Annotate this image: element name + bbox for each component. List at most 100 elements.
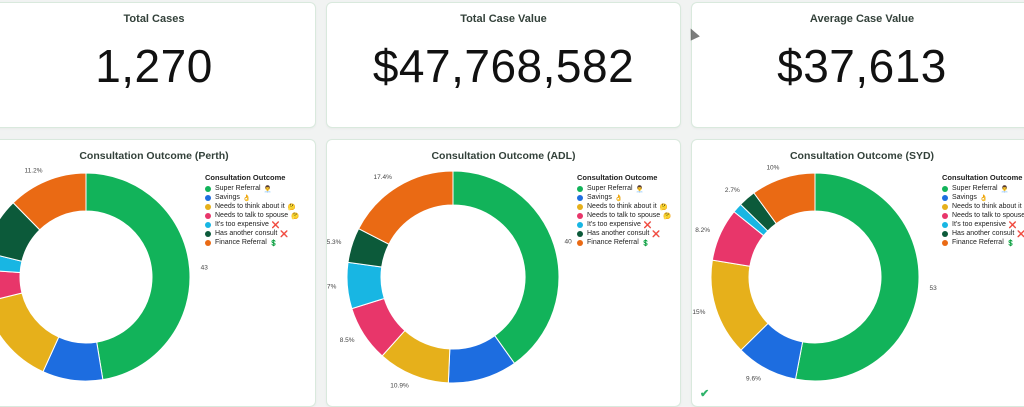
legend-item-needs-to-talk-to-spouse[interactable]: Needs to talk to spouse🤔 (577, 211, 671, 220)
legend-swatch (205, 212, 211, 219)
chart-title: Consultation Outcome (Perth) (79, 150, 229, 162)
legend-emoji-icon: 👨‍💼 (263, 185, 272, 193)
slice-needs-to-think-about-it[interactable] (0, 292, 60, 373)
legend-item-finance-referral[interactable]: Finance Referral 💲 (942, 238, 1024, 247)
legend: Consultation Outcome Super Referral 👨‍💼 Sav… (577, 173, 671, 247)
legend-item-needs-to-talk-to-spouse[interactable]: Needs to talk to spouse🤔 (205, 211, 299, 220)
legend-label: Needs to talk to spouse (215, 212, 289, 219)
check-icon: ✔ (700, 388, 710, 400)
legend-item-savings[interactable]: Savings 👌 (205, 193, 299, 202)
legend-emoji-icon: 🤔 (291, 212, 300, 220)
legend-swatch (205, 221, 211, 228)
legend-label: Finance Referral (215, 239, 267, 246)
slice-finance-referral[interactable] (753, 172, 816, 225)
donut-chart: 40 10.9% 8.5% 7% 5.3% 17.4% (327, 170, 572, 389)
data-label: 43 (201, 265, 209, 272)
kpi-value: $37,613 (777, 40, 947, 92)
legend-item-needs-to-think-about-it[interactable]: Needs to think about it🤔 (942, 202, 1024, 211)
legend-item-finance-referral[interactable]: Finance Referral 💲 (577, 238, 671, 247)
legend-item-savings[interactable]: Savings 👌 (577, 193, 671, 202)
legend-swatch (577, 230, 583, 237)
data-label: 8.5% (340, 337, 355, 344)
legend-emoji-icon: ❌ (271, 221, 280, 229)
legend-label: Needs to think about it (952, 203, 1022, 210)
legend-label: It's too expensive (587, 221, 641, 228)
legend-item-super-referral[interactable]: Super Referral 👨‍💼 (942, 184, 1024, 193)
legend-swatch (577, 203, 583, 210)
kpi-title: Total Cases (123, 13, 185, 25)
legend-swatch (577, 212, 583, 219)
legend-swatch (577, 185, 583, 192)
data-label: 7% (327, 284, 337, 291)
legend-emoji-icon: ❌ (643, 221, 652, 229)
legend-label: Needs to think about it (587, 203, 657, 210)
legend-emoji-icon: ❌ (280, 230, 289, 238)
legend-label: It's too expensive (215, 221, 269, 228)
legend-swatch (577, 194, 583, 201)
data-label: 17.4% (374, 174, 393, 181)
legend-item-it-s-too-expensive[interactable]: It's too expensive ❌ (205, 220, 299, 229)
legend-label: Savings (587, 194, 612, 201)
kpi-title: Total Case Value (460, 13, 547, 25)
legend-swatch (942, 203, 948, 210)
legend-item-savings[interactable]: Savings 👌 (942, 193, 1024, 202)
kpi-value: 1,270 (95, 40, 213, 92)
legend-label: Needs to think about it (215, 203, 285, 210)
legend-item-has-another-consult[interactable]: Has another consult❌ (942, 229, 1024, 238)
chart-title: Consultation Outcome (ADL) (431, 150, 576, 162)
slice-finance-referral[interactable] (12, 172, 87, 231)
legend-emoji-icon: 👌 (614, 194, 623, 202)
legend-item-it-s-too-expensive[interactable]: It's too expensive ❌ (942, 220, 1024, 229)
kpi-card-average-case-value: Average Case Value $37,613 (691, 2, 1024, 128)
legend-swatch (205, 194, 211, 201)
donut-chart: 4313%11.2% (0, 168, 209, 382)
legend-swatch (942, 221, 948, 228)
chart-card-adl: Consultation Outcome (ADL) 40 10.9% 8.5% 7%… (326, 139, 681, 407)
legend-title: Consultation Outcome (942, 173, 1023, 182)
legend-emoji-icon: 💲 (269, 239, 278, 247)
legend-item-super-referral[interactable]: Super Referral 👨‍💼 (205, 184, 299, 193)
legend-item-super-referral[interactable]: Super Referral 👨‍💼 (577, 184, 671, 193)
legend-swatch (205, 203, 211, 210)
legend-swatch (942, 230, 948, 237)
legend-title: Consultation Outcome (577, 173, 658, 182)
slice-super-referral[interactable] (452, 170, 560, 365)
legend-item-needs-to-think-about-it[interactable]: Needs to think about it🤔 (577, 202, 671, 211)
kpi-title: Average Case Value (809, 13, 915, 25)
legend-item-needs-to-talk-to-spouse[interactable]: Needs to talk to spouse🤔 (942, 211, 1024, 220)
legend-emoji-icon: ❌ (652, 230, 661, 238)
legend-label: It's too expensive (952, 221, 1006, 228)
legend-emoji-icon: 👌 (242, 194, 251, 202)
legend-swatch (942, 185, 948, 192)
kpi-card-total-case-value: Total Case Value $47,768,582 (326, 2, 681, 128)
legend-label: Has another consult (587, 230, 650, 237)
legend-item-has-another-consult[interactable]: Has another consult❌ (205, 229, 299, 238)
legend-item-has-another-consult[interactable]: Has another consult❌ (577, 229, 671, 238)
legend-item-needs-to-think-about-it[interactable]: Needs to think about it🤔 (205, 202, 299, 211)
legend-emoji-icon: ❌ (1008, 221, 1017, 229)
legend-emoji-icon: 👌 (979, 194, 988, 202)
slice-super-referral[interactable] (794, 172, 920, 382)
donut-chart: 53 9.6% 15% 8.2% 2.7% 10% (692, 165, 937, 383)
data-label: 40 (564, 238, 572, 245)
legend-emoji-icon: ❌ (1017, 230, 1024, 238)
legend-item-finance-referral[interactable]: Finance Referral 💲 (205, 238, 299, 247)
slice-super-referral[interactable] (85, 172, 191, 381)
legend-swatch (942, 212, 948, 219)
data-label: 10% (766, 165, 779, 172)
legend-item-it-s-too-expensive[interactable]: It's too expensive ❌ (577, 220, 671, 229)
slice-finance-referral[interactable] (357, 170, 454, 245)
data-label: 9.6% (746, 375, 761, 382)
legend-swatch (205, 239, 211, 246)
legend-label: Has another consult (215, 230, 278, 237)
legend-swatch (942, 239, 948, 246)
legend-label: Savings (952, 194, 977, 201)
legend-swatch (205, 185, 211, 192)
legend-label: Finance Referral (587, 239, 639, 246)
kpi-value: $47,768,582 (372, 40, 635, 92)
legend-title: Consultation Outcome (205, 173, 286, 182)
chart-card-syd: Consultation Outcome (SYD) 53 9.6% 15% 8.2%… (691, 139, 1024, 407)
data-label: 15% (692, 309, 705, 316)
legend-label: Savings (215, 194, 240, 201)
legend-label: Super Referral (952, 185, 998, 192)
